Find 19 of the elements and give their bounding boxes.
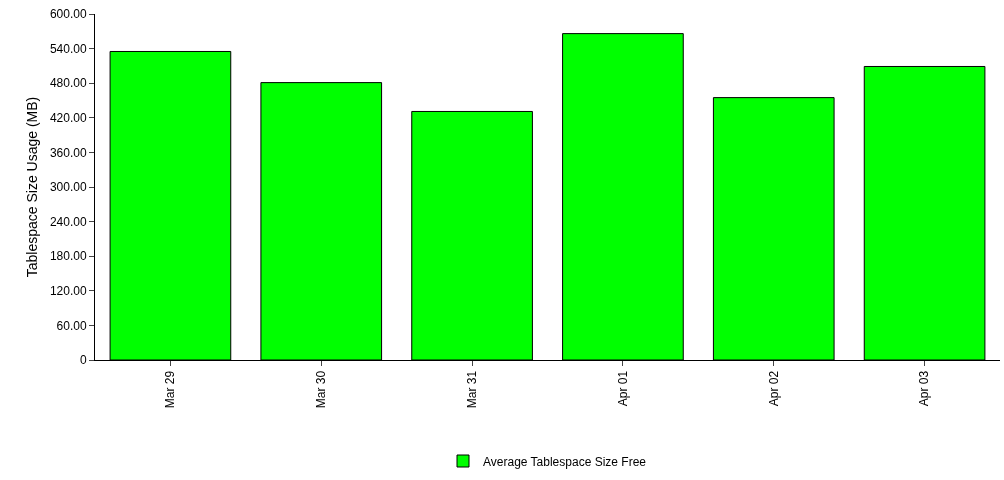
y-tick-label: 360.00 (49, 145, 87, 160)
x-tick-label: Apr 01 (615, 370, 630, 407)
x-tick-label: Mar 30 (314, 370, 329, 409)
y-tick-label: 480.00 (49, 76, 87, 91)
y-tick-label: 240.00 (49, 214, 87, 229)
y-tick-label: 600.00 (49, 7, 87, 22)
y-tick-label: 300.00 (49, 180, 87, 195)
legend-label: Average Tablespace Size Free (483, 454, 647, 469)
x-tick-label: Apr 02 (766, 370, 781, 407)
y-tick-label: 540.00 (49, 41, 87, 56)
y-tick-label: 420.00 (49, 111, 87, 125)
y-tick-label: 0 (79, 353, 87, 368)
y-tick-label: 120.00 (49, 284, 87, 298)
y-tick-label: 180.00 (49, 249, 87, 264)
x-tick-label: Mar 31 (464, 370, 479, 409)
y-axis-title: Tablespace Size Usage (MB) (24, 96, 41, 278)
y-tick-label: 60.00 (56, 318, 87, 333)
x-tick-label: Apr 03 (917, 370, 932, 407)
x-tick-label: Mar 29 (163, 370, 178, 409)
